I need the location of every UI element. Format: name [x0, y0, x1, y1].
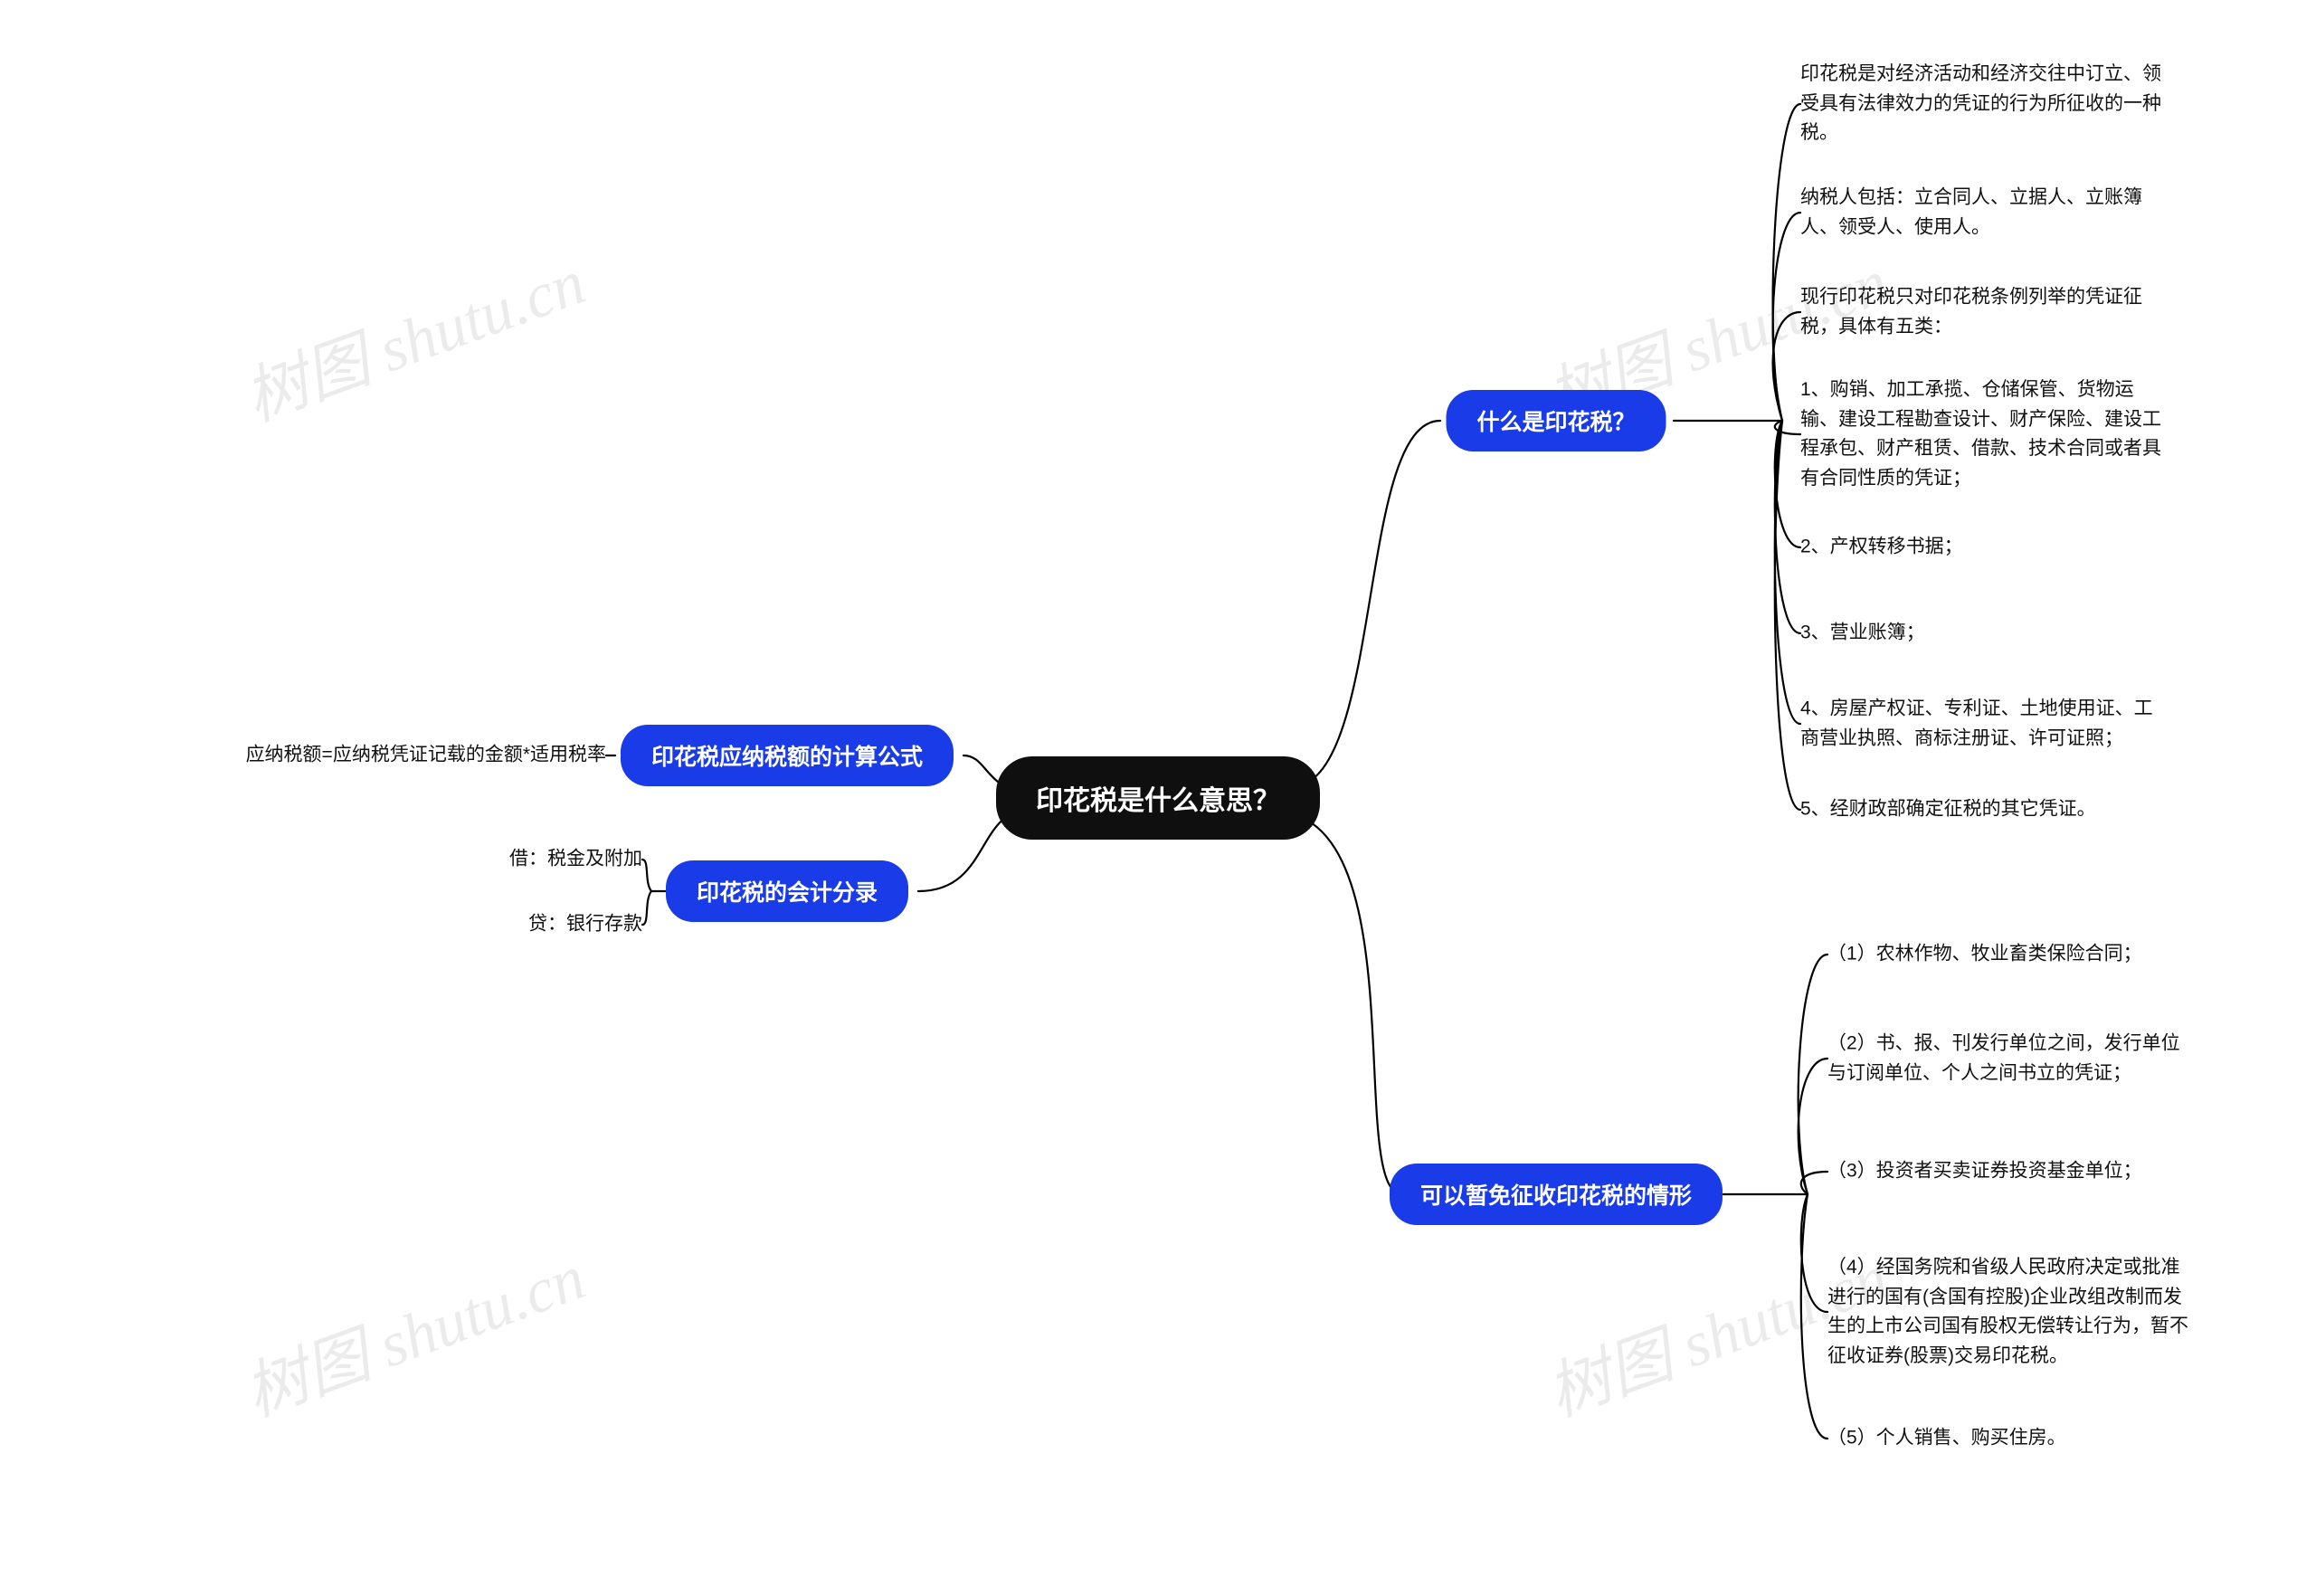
root-node[interactable]: 印花税是什么意思？ — [996, 756, 1320, 840]
leaf: 4、房屋产权证、专利证、土地使用证、工商营业执照、商标注册证、许可证照； — [1800, 694, 2162, 753]
root-label: 印花税是什么意思？ — [1036, 778, 1280, 818]
branch-entry[interactable]: 印花税的会计分录 — [666, 860, 908, 922]
leaf: （4）经国务院和省级人民政府决定或批准进行的国有(含国有控股)企业改组改制而发生… — [1827, 1253, 2189, 1371]
leaf: （1）农林作物、牧业畜类保险合同； — [1827, 940, 2142, 970]
leaf: 5、经财政部确定征税的其它凭证。 — [1800, 795, 2096, 825]
leaf: （2）书、报、刊发行单位之间，发行单位与订阅单位、个人之间书立的凭证； — [1827, 1029, 2189, 1088]
leaf: 纳税人包括：立合同人、立据人、立账簿人、领受人、使用人。 — [1800, 183, 2162, 242]
branch-what[interactable]: 什么是印花税？ — [1446, 390, 1666, 451]
watermark: 树图 shutu.cn — [231, 232, 596, 439]
leaf: 1、购销、加工承揽、仓储保管、货物运输、建设工程勘查设计、财产保险、建设工程承包… — [1800, 375, 2162, 493]
watermark: 树图 shutu.cn — [231, 1227, 596, 1434]
leaf: 应纳税额=应纳税凭证记载的金额*适用税率 — [246, 741, 606, 771]
branch-entry-label: 印花税的会计分录 — [697, 875, 878, 907]
branch-what-label: 什么是印花税？ — [1476, 404, 1635, 437]
branch-exempt[interactable]: 可以暂免征收印花税的情形 — [1390, 1164, 1723, 1225]
leaf: （3）投资者买卖证券投资基金单位； — [1827, 1157, 2142, 1187]
leaf: 3、营业账簿； — [1800, 619, 1925, 649]
mindmap-canvas: 树图 shutu.cn 树图 shutu.cn 树图 shutu.cn 树图 s… — [0, 0, 2316, 1596]
leaf: 2、产权转移书据； — [1800, 533, 1963, 563]
leaf: 借：税金及附加 — [509, 845, 642, 875]
leaf: （5）个人销售、购买住房。 — [1827, 1424, 2066, 1454]
leaf: 现行印花税只对印花税条例列举的凭证征税，具体有五类： — [1800, 282, 2162, 341]
leaf: 印花税是对经济活动和经济交往中订立、领受具有法律效力的凭证的行为所征收的一种税。 — [1800, 60, 2162, 148]
branch-formula-label: 印花税应纳税额的计算公式 — [651, 739, 923, 772]
branch-formula[interactable]: 印花税应纳税额的计算公式 — [621, 725, 954, 786]
branch-exempt-label: 可以暂免征收印花税的情形 — [1420, 1178, 1692, 1211]
leaf: 贷：银行存款 — [528, 910, 642, 940]
